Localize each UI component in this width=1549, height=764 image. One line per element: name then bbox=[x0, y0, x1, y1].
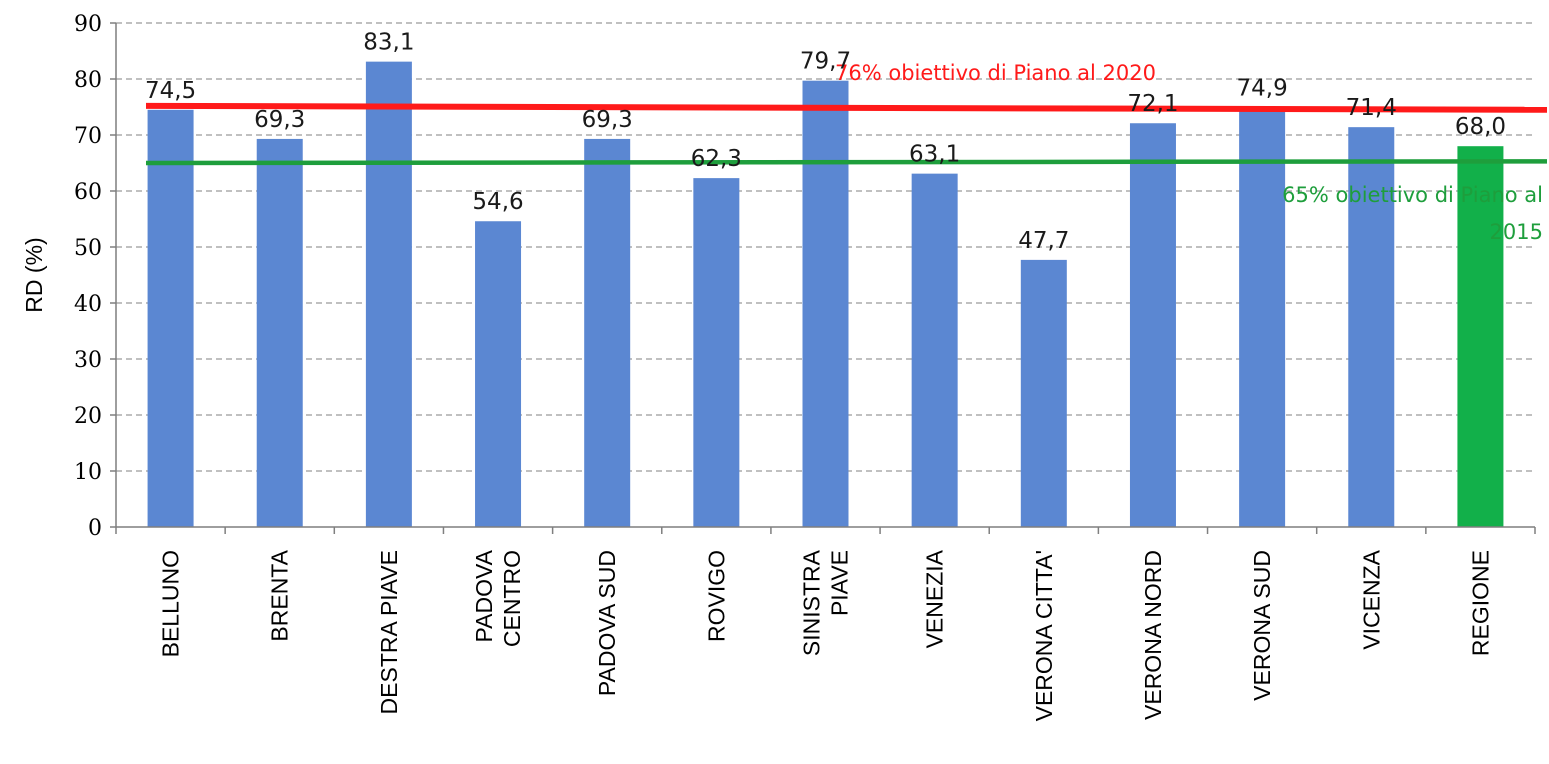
reference-label-2015-line2: 2015 bbox=[1490, 220, 1543, 244]
data-label: 74,9 bbox=[1237, 76, 1288, 102]
y-axis-title: RD (%) bbox=[21, 237, 47, 312]
gridlines bbox=[116, 22, 1535, 472]
category-label: PADOVA bbox=[471, 549, 497, 642]
bar bbox=[256, 138, 303, 528]
bar bbox=[147, 109, 194, 528]
bar bbox=[1457, 146, 1504, 527]
bars bbox=[147, 61, 1504, 528]
bar bbox=[911, 173, 958, 527]
data-label: 83,1 bbox=[363, 30, 414, 56]
data-label: 69,3 bbox=[254, 107, 305, 133]
reference-label-2015: 65% obiettivo di Piano al bbox=[1282, 183, 1543, 207]
data-labels: 74,5 69,3 83,1 54,6 69,3 62,3 79,7 63,1 47,7 72,1… bbox=[145, 30, 1506, 254]
category-label: VICENZA bbox=[1358, 549, 1384, 649]
bar bbox=[1348, 127, 1395, 527]
bar bbox=[1129, 123, 1176, 528]
data-label: 74,5 bbox=[145, 78, 196, 104]
category-label: VERONA SUD bbox=[1249, 550, 1275, 701]
data-label: 47,7 bbox=[1018, 228, 1069, 254]
bar bbox=[1020, 259, 1067, 527]
bar bbox=[475, 221, 522, 528]
reference-lines: 76% obiettivo di Piano al 2020 65% obiett… bbox=[145, 61, 1548, 244]
y-tick-label: 80 bbox=[74, 68, 102, 93]
category-label: VENEZIA bbox=[922, 549, 948, 648]
category-label: BRENTA bbox=[267, 549, 293, 641]
axes bbox=[110, 22, 1536, 534]
category-label: PADOVA SUD bbox=[594, 550, 620, 696]
bar bbox=[1239, 107, 1286, 527]
y-tick-labels: 0 10 20 30 40 50 60 70 80 90 bbox=[74, 12, 102, 541]
category-label: DESTRA PIAVE bbox=[376, 550, 402, 714]
bar bbox=[584, 138, 631, 528]
data-label: 68,0 bbox=[1455, 114, 1506, 140]
bar bbox=[693, 178, 740, 527]
data-label: 79,7 bbox=[800, 49, 851, 75]
category-label: VERONA CITTA' bbox=[1031, 550, 1057, 721]
category-label: REGIONE bbox=[1467, 550, 1493, 656]
category-label: PIAVE bbox=[827, 550, 853, 616]
y-tick-label: 70 bbox=[74, 124, 102, 149]
bar bbox=[365, 61, 412, 527]
y-tick-label: 50 bbox=[74, 236, 102, 261]
data-label: 54,6 bbox=[472, 189, 523, 215]
y-tick-label: 30 bbox=[74, 348, 102, 373]
category-label: VERONA NORD bbox=[1140, 550, 1166, 720]
data-label: 62,3 bbox=[691, 146, 742, 172]
reference-label-2020: 76% obiettivo di Piano al 2020 bbox=[835, 61, 1156, 85]
bar bbox=[802, 80, 849, 528]
data-label: 72,1 bbox=[1127, 91, 1178, 117]
reference-line-2015 bbox=[145, 159, 1548, 166]
category-label: BELLUNO bbox=[158, 550, 184, 657]
category-label: CENTRO bbox=[499, 550, 525, 647]
y-tick-label: 90 bbox=[74, 12, 102, 37]
category-label: SINISTRA bbox=[799, 549, 825, 656]
data-label: 63,1 bbox=[909, 142, 960, 168]
category-label: ROVIGO bbox=[703, 550, 729, 642]
data-label: 71,4 bbox=[1346, 95, 1397, 121]
data-label: 69,3 bbox=[582, 107, 633, 133]
y-tick-label: 0 bbox=[88, 516, 102, 541]
y-tick-label: 60 bbox=[74, 180, 102, 205]
category-labels: BELLUNO BRENTA DESTRA PIAVE PADOVA CENTRO PAD… bbox=[158, 549, 1494, 721]
y-tick-label: 20 bbox=[74, 404, 102, 429]
y-tick-label: 10 bbox=[74, 460, 102, 485]
y-tick-label: 40 bbox=[74, 292, 102, 317]
reference-line-2020 bbox=[145, 102, 1548, 113]
